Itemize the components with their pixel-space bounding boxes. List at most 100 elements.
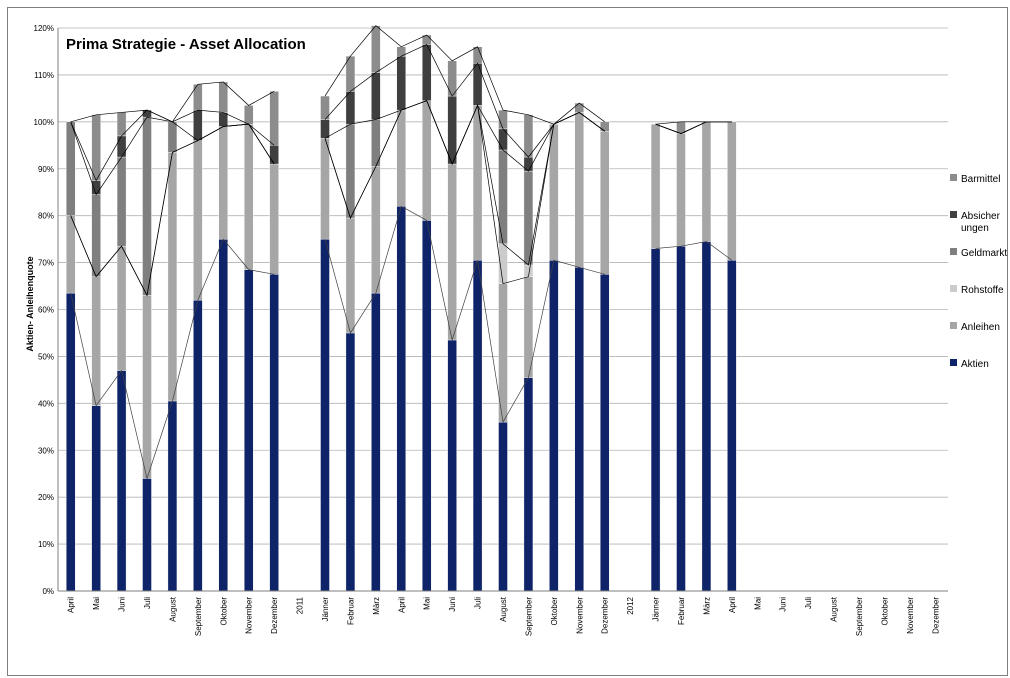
bar-segment (498, 109, 508, 130)
bar-segment (574, 267, 584, 592)
bar-segment (727, 121, 737, 261)
legend-label: ungen (961, 223, 989, 234)
bar-segment (371, 72, 381, 120)
series-line (70, 238, 275, 480)
series-line (324, 100, 605, 172)
y-tick-label: 30% (38, 446, 54, 455)
bar-segment (676, 133, 686, 247)
y-tick-label: 10% (38, 540, 54, 549)
series-line (655, 121, 732, 125)
y-tick-label: 90% (38, 165, 54, 174)
bar-segment (269, 145, 279, 165)
bar-segment (91, 276, 101, 406)
x-tick-label: Juni (448, 597, 457, 612)
bar-segment (600, 274, 610, 592)
bar-segment (371, 292, 381, 592)
bar-segment (574, 112, 584, 268)
bar-segment (116, 135, 127, 158)
x-tick-label: April (397, 597, 406, 613)
legend-label: Aktien (961, 359, 989, 370)
series-line (324, 100, 605, 285)
bar-segment (142, 478, 152, 592)
x-tick-label: Jänner (652, 597, 661, 622)
bar-segment (650, 123, 661, 249)
bar-segment (422, 44, 432, 101)
bar-segment (447, 60, 457, 97)
bar-segment (193, 140, 203, 301)
bar-segment (371, 25, 381, 73)
bar-segment (116, 370, 127, 592)
legend-label: Barmittel (961, 174, 1000, 185)
legend-swatch (950, 285, 957, 292)
bar-segment (66, 215, 76, 294)
bar-segment (447, 95, 457, 165)
bar-segment (269, 163, 279, 275)
bar-segment (320, 138, 330, 240)
bar-segment (345, 217, 356, 334)
x-tick-label: September (194, 597, 203, 636)
bar-segment (396, 109, 406, 207)
chart: 0% 10% 20% 30% 40% 50% 60% 70% 80% 90% 100% 110% 120… (25, 24, 1007, 636)
x-tick-label: April (728, 597, 737, 613)
series-line (324, 100, 605, 266)
x-tick-label: Juli (474, 597, 483, 609)
series-line (324, 43, 605, 158)
bar-segment (66, 292, 76, 592)
bar-segment (549, 260, 559, 592)
bar-segment (116, 245, 127, 371)
x-tick-label: Dezember (270, 597, 279, 634)
chart-title: Prima Strategie - Asset Allocation (66, 36, 306, 53)
x-tick-label: Oktober (880, 597, 889, 626)
bar-segment (167, 400, 178, 592)
x-tick-label: März (372, 597, 381, 615)
bar-segment (472, 62, 483, 106)
x-tick-label: November (575, 597, 584, 634)
bar-segment (727, 260, 737, 592)
legend-swatch (950, 359, 957, 366)
bar-segment (167, 152, 178, 402)
bar-segment (650, 248, 661, 592)
bar-segment (269, 274, 279, 592)
series-line (324, 205, 605, 424)
x-tick-label: Juni (118, 597, 127, 612)
x-tick-label: November (245, 597, 254, 634)
bar-segment (345, 91, 356, 125)
x-tick-label: Juli (804, 597, 813, 609)
x-tick-label: 2012 (626, 596, 635, 614)
legend-swatch (950, 248, 957, 255)
bar-segment (91, 405, 101, 592)
x-tick-label: August (499, 596, 508, 622)
bar-segment (218, 238, 228, 592)
legend-swatch (950, 211, 957, 218)
y-tick-label: 40% (38, 399, 54, 408)
bar-segment (116, 156, 127, 247)
bar-segment (371, 166, 381, 294)
legend-swatch (950, 174, 957, 181)
y-tick-label: 60% (38, 306, 54, 315)
bar-segment (600, 121, 610, 132)
bar-segment (66, 121, 76, 216)
bar-segment (422, 220, 432, 592)
bar-segment (193, 109, 203, 141)
bar-segment (498, 149, 508, 245)
y-tick-label: 70% (38, 259, 54, 268)
series-line (655, 121, 732, 134)
bar-segment (244, 123, 254, 270)
bar-segment (193, 299, 203, 592)
y-tick-label: 100% (34, 118, 54, 127)
bar-segment (523, 377, 534, 592)
chart-frame: 0% 10% 20% 30% 40% 50% 60% 70% 80% 90% 100% 110% 120… (7, 7, 1008, 676)
y-tick-label: 20% (38, 493, 54, 502)
x-tick-label: März (702, 597, 711, 615)
bar-segment (218, 126, 228, 240)
y-tick-label: 120% (34, 24, 54, 33)
series-line (70, 81, 275, 123)
x-tick-label: Mai (92, 597, 101, 610)
legend-label: Geldmarkt (961, 248, 1007, 259)
bar-segment (320, 238, 330, 592)
bar-segment (142, 295, 152, 479)
x-tick-label: Juli (143, 597, 152, 609)
x-tick-label: April (67, 597, 76, 613)
x-tick-label: Dezember (601, 597, 610, 634)
legend-label: Rohstoffe (961, 285, 1004, 296)
